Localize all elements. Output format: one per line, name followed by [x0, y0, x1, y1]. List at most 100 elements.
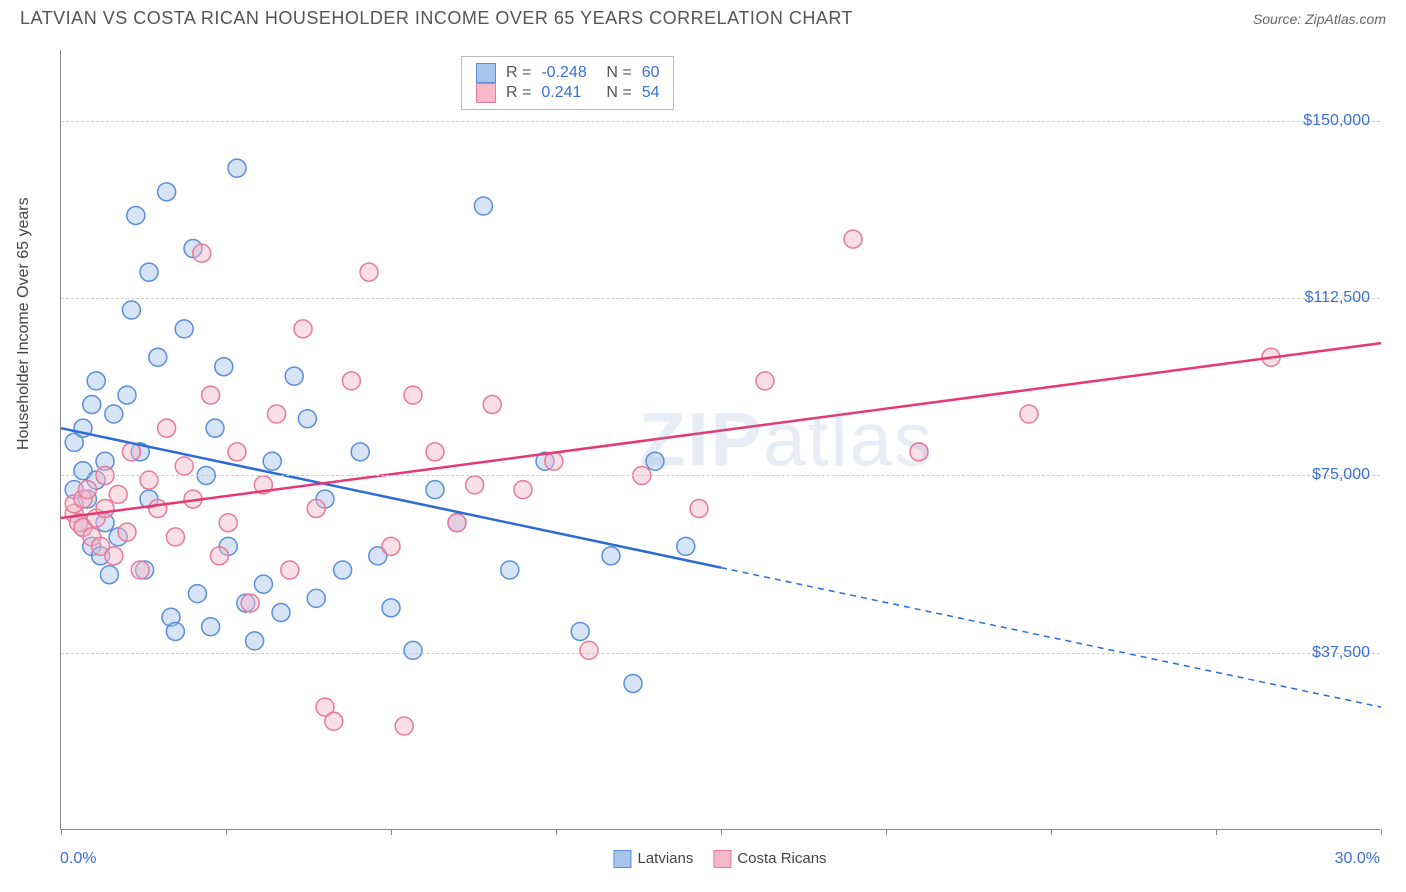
y-tick-label: $37,500: [1312, 644, 1370, 662]
x-tick: [721, 829, 722, 835]
x-tick: [886, 829, 887, 835]
stat-r-value: 0.241: [541, 84, 596, 102]
data-point: [514, 481, 532, 499]
data-point: [109, 485, 127, 503]
data-point: [166, 622, 184, 640]
scatter-svg: [61, 50, 1380, 829]
data-point: [466, 476, 484, 494]
data-point: [268, 405, 286, 423]
stat-n-value: 60: [642, 64, 660, 82]
data-point: [122, 301, 140, 319]
x-tick: [556, 829, 557, 835]
data-point: [149, 348, 167, 366]
data-point: [342, 372, 360, 390]
data-point: [206, 419, 224, 437]
regression-line-extrapolated: [721, 568, 1381, 707]
data-point: [105, 547, 123, 565]
data-point: [131, 561, 149, 579]
chart-source: Source: ZipAtlas.com: [1253, 11, 1386, 27]
data-point: [395, 717, 413, 735]
y-axis-label: Householder Income Over 65 years: [15, 197, 33, 450]
data-point: [910, 443, 928, 461]
stat-n-label: N =: [606, 84, 631, 102]
stat-n-label: N =: [606, 64, 631, 82]
data-point: [272, 604, 290, 622]
data-point: [602, 547, 620, 565]
y-tick-label: $112,500: [1304, 289, 1370, 307]
legend-swatch: [613, 850, 631, 868]
data-point: [580, 641, 598, 659]
data-point: [188, 585, 206, 603]
data-point: [382, 537, 400, 555]
stat-r-label: R =: [506, 84, 531, 102]
data-point: [202, 386, 220, 404]
x-tick: [226, 829, 227, 835]
stat-r-label: R =: [506, 64, 531, 82]
data-point: [404, 641, 422, 659]
data-point: [175, 320, 193, 338]
y-tick-label: $75,000: [1312, 466, 1370, 484]
data-point: [483, 396, 501, 414]
stat-r-value: -0.248: [541, 64, 596, 82]
x-tick: [61, 829, 62, 835]
data-point: [215, 358, 233, 376]
data-point: [281, 561, 299, 579]
data-point: [105, 405, 123, 423]
data-point: [756, 372, 774, 390]
data-point: [100, 566, 118, 584]
data-point: [158, 183, 176, 201]
data-point: [140, 471, 158, 489]
data-point: [175, 457, 193, 475]
stats-row: R = 0.241 N = 54: [476, 83, 659, 103]
y-tick-label: $150,000: [1303, 112, 1370, 130]
data-point: [87, 372, 105, 390]
data-point: [118, 523, 136, 541]
data-point: [285, 367, 303, 385]
x-axis-max-label: 30.0%: [1335, 850, 1380, 868]
data-point: [193, 244, 211, 262]
data-point: [325, 712, 343, 730]
data-point: [677, 537, 695, 555]
data-point: [426, 481, 444, 499]
data-point: [246, 632, 264, 650]
data-point: [298, 410, 316, 428]
legend-swatch: [476, 83, 496, 103]
data-point: [404, 386, 422, 404]
legend-swatch: [713, 850, 731, 868]
data-point: [571, 622, 589, 640]
x-axis-min-label: 0.0%: [60, 850, 96, 868]
regression-line: [61, 343, 1381, 518]
data-point: [1020, 405, 1038, 423]
data-point: [307, 500, 325, 518]
gridline: [61, 121, 1380, 122]
data-point: [127, 206, 145, 224]
data-point: [228, 443, 246, 461]
data-point: [382, 599, 400, 617]
data-point: [166, 528, 184, 546]
x-tick: [1381, 829, 1382, 835]
x-tick: [391, 829, 392, 835]
legend-swatch: [476, 63, 496, 83]
legend-label: Latvians: [637, 850, 693, 867]
stat-n-value: 54: [642, 84, 660, 102]
data-point: [690, 500, 708, 518]
x-axis-footer: 0.0% LatviansCosta Ricans 30.0%: [60, 850, 1380, 880]
data-point: [334, 561, 352, 579]
data-point: [78, 481, 96, 499]
data-point: [118, 386, 136, 404]
data-point: [294, 320, 312, 338]
x-tick: [1216, 829, 1217, 835]
data-point: [448, 514, 466, 532]
data-point: [545, 452, 563, 470]
data-point: [254, 575, 272, 593]
data-point: [646, 452, 664, 470]
data-point: [202, 618, 220, 636]
data-point: [263, 452, 281, 470]
data-point: [360, 263, 378, 281]
chart-title: LATVIAN VS COSTA RICAN HOUSEHOLDER INCOM…: [20, 8, 853, 29]
chart-header: LATVIAN VS COSTA RICAN HOUSEHOLDER INCOM…: [0, 0, 1406, 35]
legend-item: Latvians: [613, 850, 693, 868]
data-point: [501, 561, 519, 579]
correlation-stats-box: R = -0.248 N = 60 R = 0.241 N = 54: [461, 56, 674, 110]
gridline: [61, 475, 1380, 476]
